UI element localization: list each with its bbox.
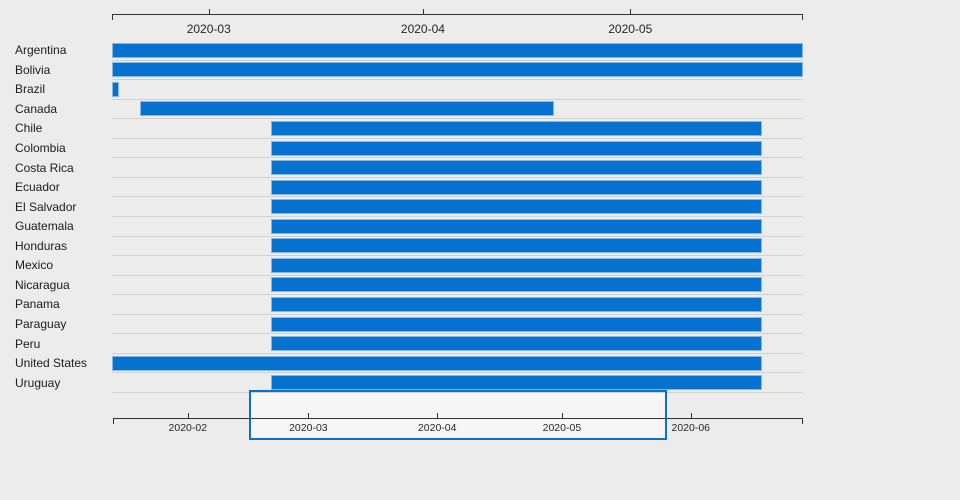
country-label: Costa Rica [15, 160, 74, 175]
gantt-bar [270, 140, 762, 156]
detail-axis-end-cap [112, 14, 113, 20]
row-separator [112, 352, 803, 354]
overview-axis-line [113, 418, 803, 419]
row-separator [112, 79, 803, 81]
row-separator [112, 59, 803, 61]
country-label: Panama [15, 297, 60, 312]
gantt-bar [112, 81, 119, 97]
country-label: El Salvador [15, 199, 77, 214]
row-separator [112, 235, 803, 237]
country-label: Argentina [15, 43, 67, 58]
country-label: Mexico [15, 258, 54, 273]
row-separator [112, 294, 803, 296]
row-separator [112, 255, 803, 257]
row-separator [112, 215, 803, 217]
row-separator [112, 313, 803, 315]
gantt-bar [139, 101, 555, 117]
row-separator [112, 333, 803, 335]
gantt-bar [270, 199, 762, 215]
country-label: Guatemala [15, 219, 74, 234]
country-label: United States [15, 356, 88, 371]
country-label: Uruguay [15, 375, 61, 390]
country-label: Ecuador [15, 180, 60, 195]
gantt-bar [112, 42, 803, 58]
row-separator [112, 196, 803, 198]
overview-axis-end-cap [113, 418, 114, 424]
detail-axis-tick-label: 2020-03 [186, 22, 231, 36]
overview-axis-tick-label: 2020-02 [168, 422, 208, 434]
country-label: Colombia [15, 141, 66, 155]
detail-axis-tick [208, 9, 210, 14]
overview-axis-tick-label: 2020-05 [542, 422, 582, 434]
row-separator [112, 176, 803, 178]
gantt-bar [270, 336, 762, 352]
gantt-bar [112, 355, 762, 371]
row-separator [112, 137, 803, 139]
gantt-bar [270, 238, 762, 254]
overview-axis-tick [437, 413, 439, 418]
overview-axis-tick-label: 2020-04 [417, 422, 457, 434]
overview-axis-tick [308, 413, 310, 418]
country-label: Chile [15, 121, 43, 136]
overview-axis-tick [690, 413, 692, 418]
gantt-bar [270, 277, 762, 293]
gantt-bar [270, 296, 762, 312]
gantt-bar [112, 62, 803, 78]
gantt-bar [270, 120, 762, 136]
detail-axis-tick [422, 9, 424, 14]
brush-selection-fill [250, 391, 666, 439]
detail-axis-line [112, 14, 803, 15]
gantt-bar [270, 375, 762, 391]
gantt-bar [270, 257, 762, 273]
gantt-bar [270, 179, 762, 195]
country-label: Bolivia [15, 62, 51, 77]
overview-axis-tick [187, 413, 189, 418]
country-label: Peru [15, 336, 41, 351]
row-separator [112, 118, 803, 120]
gantt-bar [270, 218, 762, 234]
row-separator [112, 392, 803, 394]
brush-selection[interactable] [249, 390, 667, 440]
row-separator [112, 98, 803, 100]
row-separator [112, 372, 803, 374]
detail-axis-tick [630, 9, 632, 14]
detail-axis-tick-label: 2020-04 [400, 22, 445, 36]
detail-axis-end-cap [802, 14, 803, 20]
country-label: Brazil [15, 82, 46, 97]
country-label: Paraguay [15, 317, 67, 332]
detail-axis-tick-label: 2020-05 [608, 22, 653, 36]
overview-axis-tick-label: 2020-06 [671, 422, 711, 434]
country-label: Honduras [15, 238, 68, 253]
overview-axis-tick [561, 413, 563, 418]
row-separator [112, 157, 803, 159]
country-label: Canada [15, 101, 58, 116]
country-label: Nicaragua [15, 277, 70, 292]
overview-axis-tick-label: 2020-03 [289, 422, 328, 434]
gantt-bar [270, 160, 762, 176]
gantt-bar [270, 316, 762, 332]
overview-axis-end-cap [802, 418, 803, 424]
row-separator [112, 274, 803, 276]
